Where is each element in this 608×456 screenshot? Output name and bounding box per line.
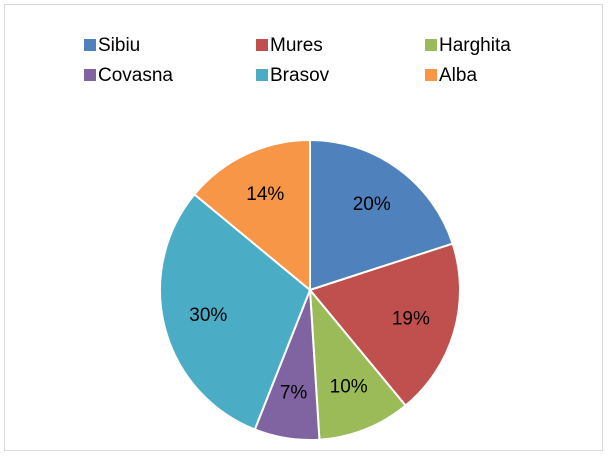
data-label: 20% [353, 194, 391, 215]
data-label: 19% [392, 308, 430, 329]
legend-swatch [425, 69, 437, 81]
pie-slice [309, 138, 454, 292]
legend-label: Brasov [270, 65, 330, 86]
data-label: 14% [246, 184, 284, 205]
pie-slice [308, 242, 461, 407]
legend-label: Harghita [439, 35, 511, 56]
legend-swatch [256, 69, 268, 81]
data-label: 30% [189, 305, 227, 326]
legend-label: Mures [270, 35, 323, 56]
legend-label: Covasna [98, 65, 173, 86]
legend-label: Alba [439, 65, 477, 86]
legend-swatch [425, 39, 437, 51]
legend-swatch [84, 69, 96, 81]
legend-swatch [256, 39, 268, 51]
legend-label: Sibiu [98, 35, 140, 56]
pie-slice [159, 192, 312, 431]
data-label: 7% [280, 383, 308, 404]
legend-swatch [84, 39, 96, 51]
pie-slice [308, 286, 408, 441]
data-label: 10% [330, 377, 368, 398]
pie-slice [193, 138, 311, 293]
